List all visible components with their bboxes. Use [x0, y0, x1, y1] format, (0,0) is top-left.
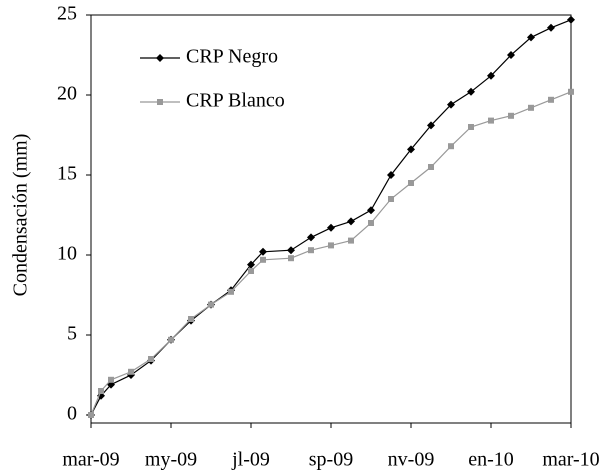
data-point: [288, 255, 294, 262]
legend-marker: [157, 99, 163, 105]
data-point: [348, 237, 354, 244]
data-point: [168, 336, 174, 343]
data-point: [388, 196, 394, 202]
data-point: [508, 112, 514, 119]
data-point: [567, 15, 575, 24]
data-point: [287, 246, 295, 255]
data-point: [308, 247, 314, 254]
data-point: [260, 256, 266, 263]
data-point: [387, 171, 395, 179]
y-tick-label: 20: [57, 83, 77, 105]
y-axis-label: Condensación (mm): [10, 134, 32, 297]
series-line: [90, 19, 572, 416]
data-point: [568, 88, 574, 95]
y-tick-label: 15: [57, 163, 77, 185]
x-tick-label: mar-10: [542, 449, 599, 471]
data-point: [527, 33, 535, 42]
data-point: [467, 87, 475, 96]
data-point: [208, 301, 214, 308]
data-point: [259, 247, 267, 256]
data-point: [228, 288, 234, 295]
data-point: [427, 121, 435, 130]
y-tick-label: 0: [67, 403, 77, 425]
y-tick-label: 5: [67, 323, 77, 345]
data-point: [327, 223, 335, 232]
data-point: [98, 388, 104, 394]
data-point: [328, 242, 334, 249]
x-tick-label: my-09: [145, 449, 197, 471]
data-point: [408, 180, 414, 186]
data-point: [347, 217, 355, 226]
data-point: [468, 124, 474, 130]
legend-label: CRP Negro: [186, 46, 278, 68]
series-line: [90, 91, 572, 416]
x-tick-label: mar-09: [62, 449, 119, 471]
plot-frame: [90, 14, 572, 424]
data-point: [407, 145, 415, 154]
y-tick-label: 10: [57, 243, 77, 265]
y-tick-label: 25: [57, 3, 77, 25]
data-point: [188, 316, 194, 322]
x-tick-label: jl-09: [231, 449, 270, 471]
data-point: [548, 96, 554, 103]
data-point: [547, 23, 555, 32]
data-point: [88, 412, 94, 418]
data-point: [367, 206, 375, 215]
data-point: [428, 164, 434, 170]
data-point: [507, 51, 515, 59]
legend-label: CRP Blanco: [186, 90, 285, 112]
data-point: [448, 143, 454, 150]
data-point: [247, 260, 255, 269]
x-tick-label: en-10: [468, 449, 514, 471]
data-point: [307, 233, 315, 242]
data-point: [108, 376, 114, 383]
data-point: [447, 100, 455, 109]
data-point: [368, 220, 374, 226]
data-point: [528, 104, 534, 111]
legend-marker: [156, 54, 164, 62]
x-tick-label: sp-09: [309, 449, 353, 471]
data-point: [148, 356, 154, 362]
data-point: [487, 71, 495, 80]
data-point: [248, 268, 254, 274]
data-point: [488, 117, 494, 124]
x-tick-label: nv-09: [388, 449, 435, 471]
data-point: [128, 368, 134, 375]
